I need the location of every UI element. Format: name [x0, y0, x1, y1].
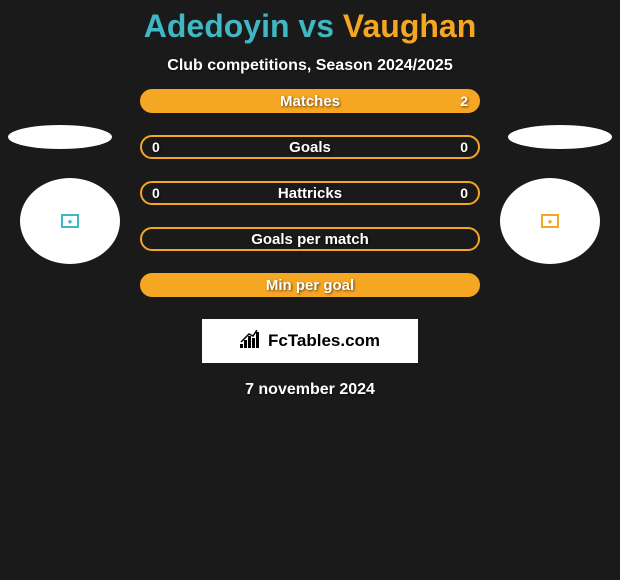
player1-name: Adedoyin: [144, 8, 290, 44]
stat-row: Matches 2: [140, 89, 480, 113]
subtitle: Club competitions, Season 2024/2025: [0, 57, 620, 75]
player2-name: Vaughan: [343, 8, 476, 44]
stats-container: Matches 2 0 Goals 0 0 Hattricks 0 Goals per matc…: [140, 89, 480, 297]
stat-row: Goals per match: [140, 227, 480, 251]
logo-box: FcTables.com: [202, 319, 418, 363]
stat-row: 0 Goals 0: [140, 135, 480, 159]
logo-icon: [240, 330, 262, 353]
stat-row: 0 Hattricks 0: [140, 181, 480, 205]
stat-right-value: 0: [460, 185, 468, 201]
stat-label: Goals per match: [251, 231, 369, 248]
stat-left-value: 0: [152, 139, 160, 155]
vs-text: vs: [298, 8, 334, 44]
player1-badge-icon: ●: [61, 214, 79, 228]
stat-left-value: 0: [152, 185, 160, 201]
stat-right-value: 0: [460, 139, 468, 155]
stat-label: Hattricks: [278, 185, 342, 202]
stat-row: Min per goal: [140, 273, 480, 297]
player1-badge: ●: [20, 178, 120, 264]
player2-badge: ●: [500, 178, 600, 264]
player2-badge-icon: ●: [541, 214, 559, 228]
date-text: 7 november 2024: [0, 381, 620, 399]
stat-label: Matches: [280, 93, 340, 110]
decor-ellipse-left: [8, 125, 112, 149]
decor-ellipse-right: [508, 125, 612, 149]
logo-text: FcTables.com: [268, 331, 380, 351]
page-title: Adedoyin vs Vaughan: [0, 0, 620, 45]
stat-label: Goals: [289, 139, 331, 156]
stat-label: Min per goal: [266, 277, 354, 294]
stat-right-value: 2: [460, 93, 468, 109]
